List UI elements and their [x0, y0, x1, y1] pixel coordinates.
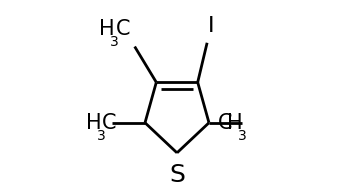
- Text: S: S: [169, 163, 185, 187]
- Text: H: H: [86, 113, 101, 133]
- Text: 3: 3: [238, 129, 246, 143]
- Text: H: H: [227, 113, 243, 133]
- Text: 3: 3: [97, 129, 105, 143]
- Text: 3: 3: [110, 35, 119, 49]
- Text: C: C: [217, 113, 232, 133]
- Text: I: I: [207, 16, 214, 36]
- Text: H: H: [99, 19, 115, 39]
- Text: C: C: [102, 113, 117, 133]
- Text: C: C: [115, 19, 130, 39]
